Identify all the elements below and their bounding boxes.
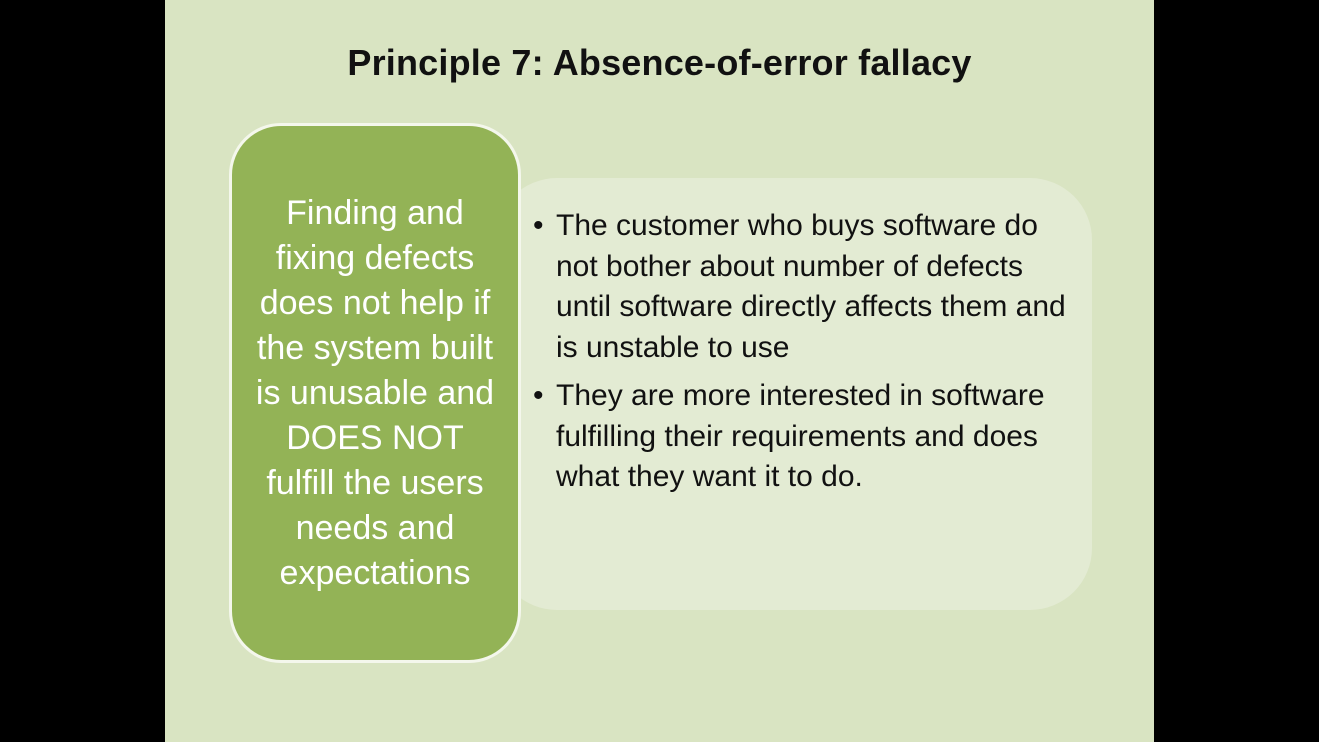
callout-text: Finding and fixing defects does not help… <box>255 193 495 592</box>
bullet-dot-icon: • <box>533 209 544 242</box>
bullet-text: They are more interested in software ful… <box>556 379 1045 493</box>
bullet-item: • They are more interested in software f… <box>530 376 1070 498</box>
bullet-dot-icon: • <box>533 379 544 412</box>
presentation-slide: Principle 7: Absence-of-error fallacy Fi… <box>165 0 1154 742</box>
callout-box: Finding and fixing defects does not help… <box>229 123 521 663</box>
slide-title: Principle 7: Absence-of-error fallacy <box>347 42 972 83</box>
bullet-panel <box>495 178 1092 610</box>
bullet-list: • The customer who buys software do not … <box>530 206 1070 506</box>
bullet-text: The customer who buys software do not bo… <box>556 209 1066 364</box>
bullet-item: • The customer who buys software do not … <box>530 206 1070 368</box>
